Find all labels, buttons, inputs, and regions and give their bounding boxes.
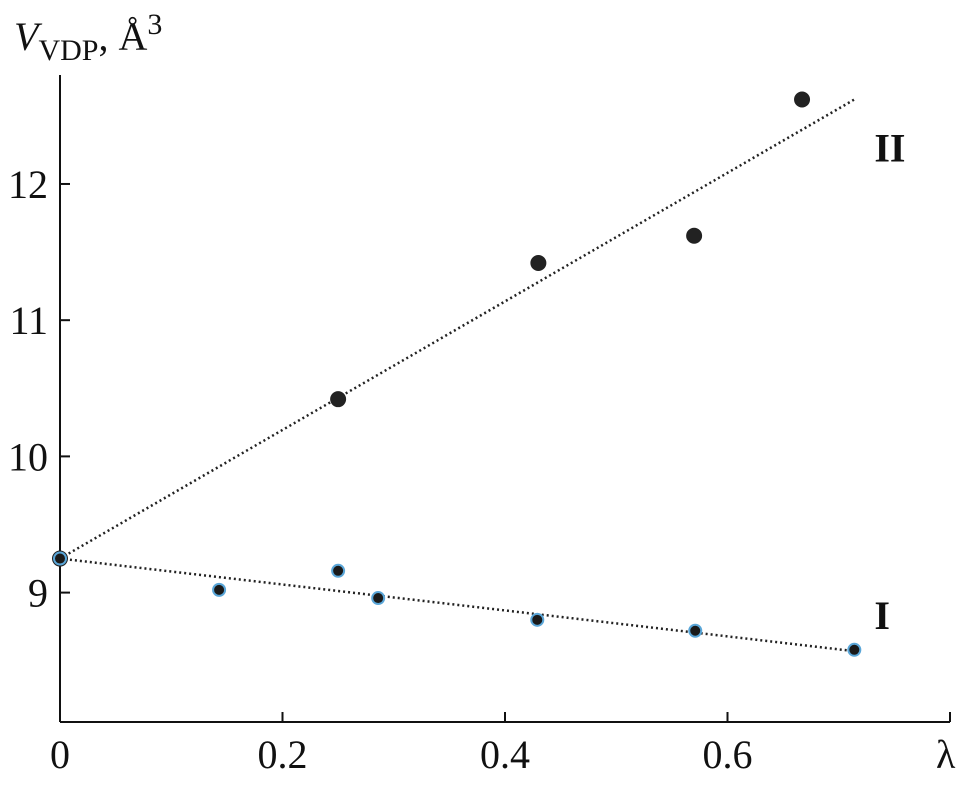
data-point-series-I [688,623,703,638]
x-axis-title: λ [936,732,956,777]
y-tick-label: 9 [28,571,48,616]
y-axis-symbol: V [14,14,43,59]
fit-line-series-II [59,98,855,560]
data-point-series-I [371,591,386,606]
x-ticks: 0 0.2 0.4 0.6 [50,712,951,777]
data-point-series-I [530,612,545,627]
x-tick-label: 0.4 [480,732,530,777]
y-ticks: 9 10 11 12 [8,162,70,616]
series-label-II: II [874,126,905,171]
y-axis-title: VVDP, Å3 [14,8,162,67]
data-point-series-II [330,391,347,408]
y-tick-label: 12 [8,162,48,207]
fit-line-series-I [59,557,855,653]
data-point-series-II [530,254,547,271]
x-tick-label: 0.6 [703,732,753,777]
data-point-series-I [331,563,346,578]
y-axis-unit: , Å [98,14,147,59]
y-tick-label: 11 [9,298,48,343]
data-points [52,91,862,657]
x-tick-label: 0.2 [258,732,308,777]
data-point-series-I [53,551,67,566]
axes [59,75,950,723]
data-point-series-II [686,227,703,244]
y-tick-label: 10 [8,434,48,479]
data-point-series-II [794,91,811,108]
fit-lines [59,98,855,653]
series-label-I: I [874,593,890,638]
y-axis-subscript: VDP [38,34,98,67]
series-labels: III [874,126,905,639]
data-point-series-I [847,642,862,657]
y-axis-superscript: 3 [147,8,162,41]
data-point-series-I [212,582,227,597]
x-tick-label: 0 [50,732,70,777]
